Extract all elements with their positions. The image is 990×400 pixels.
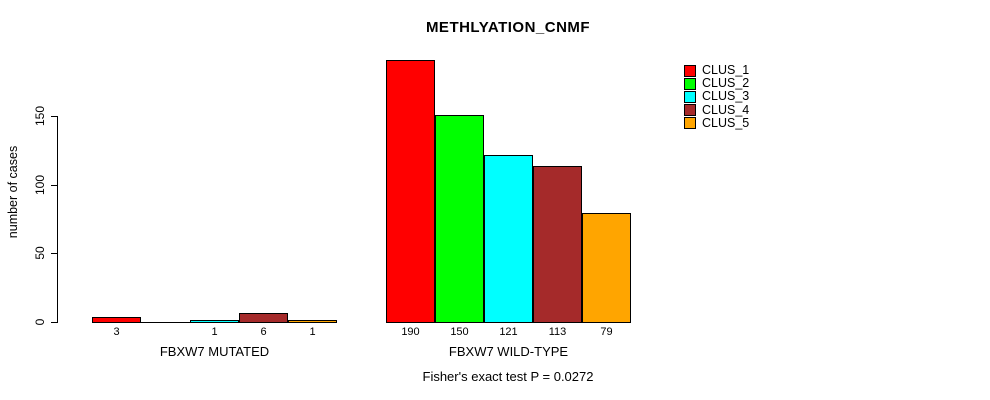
bar-value-label: 190 xyxy=(401,326,420,338)
x-group-label: FBXW7 WILD-TYPE xyxy=(448,344,569,359)
y-tick-mark xyxy=(51,322,57,323)
bar xyxy=(582,213,631,323)
y-tick-label: 50 xyxy=(33,246,47,260)
bar xyxy=(533,166,582,323)
legend-swatch xyxy=(684,90,696,103)
bar xyxy=(92,317,141,323)
legend: CLUS_1 CLUS_2 CLUS_3 CLUS_4 CLUS_5 xyxy=(684,64,749,130)
y-tick-mark xyxy=(51,185,57,186)
legend-item-label: CLUS_4 xyxy=(702,102,750,117)
legend-item: CLUS_5 xyxy=(684,115,750,130)
legend-item-label: CLUS_1 xyxy=(702,63,750,78)
legend-item: CLUS_4 xyxy=(684,102,750,117)
legend-swatch xyxy=(684,104,696,117)
y-tick-label: 100 xyxy=(33,174,47,196)
legend-item: CLUS_2 xyxy=(684,77,749,90)
bar xyxy=(190,320,239,323)
legend-item: CLUS_3 xyxy=(684,90,749,103)
x-group-label: FBXW7 MUTATED xyxy=(159,344,270,359)
y-tick-mark xyxy=(51,253,57,254)
y-axis-line xyxy=(57,116,58,323)
legend-item-label: CLUS_3 xyxy=(702,89,750,104)
bar-value-label: 6 xyxy=(260,326,267,338)
legend-swatch xyxy=(684,77,696,90)
legend-item-label: CLUS_5 xyxy=(702,115,750,130)
legend-item-label: CLUS_2 xyxy=(702,76,750,91)
bar-value-label: 3 xyxy=(113,326,120,338)
legend-item: CLUS_1 xyxy=(684,64,749,77)
y-tick-label: 150 xyxy=(33,105,47,127)
bar xyxy=(435,115,484,323)
y-tick-mark xyxy=(51,116,57,117)
bar-zero xyxy=(141,322,190,323)
chart-title: METHLYATION_CNMF xyxy=(425,19,591,36)
bar-value-label: 121 xyxy=(499,326,518,338)
bar xyxy=(386,60,435,323)
legend-swatch xyxy=(684,117,696,130)
bar xyxy=(239,313,288,323)
bar-value-label: 1 xyxy=(309,326,316,338)
bar-value-label: 79 xyxy=(600,326,613,338)
bar-value-label: 150 xyxy=(450,326,469,338)
bar-value-label: 113 xyxy=(548,326,567,338)
bar xyxy=(288,320,337,323)
annotation-text: Fisher's exact test P = 0.0272 xyxy=(422,369,594,384)
legend-swatch xyxy=(684,64,696,77)
bar-value-label: 1 xyxy=(211,326,218,338)
y-tick-label: 0 xyxy=(33,318,47,326)
bar xyxy=(484,155,533,323)
